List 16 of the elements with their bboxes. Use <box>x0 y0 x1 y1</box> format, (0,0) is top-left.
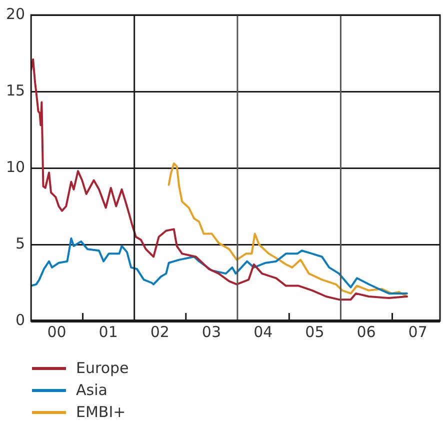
legend-label: EMBI+ <box>76 402 126 423</box>
x-tick-label: 05 <box>305 322 324 341</box>
y-tick-label: 10 <box>6 158 26 176</box>
x-tick-label: 07 <box>408 322 428 341</box>
y-tick-label: 20 <box>6 4 26 23</box>
x-tick-label: 02 <box>150 322 170 341</box>
y-tick-label: 0 <box>16 310 26 329</box>
x-tick-label: 04 <box>254 322 273 341</box>
y-tick-label: 15 <box>6 81 26 100</box>
x-tick-label: 01 <box>98 322 118 341</box>
x-tick-label: 06 <box>356 322 376 341</box>
legend-label: Asia <box>76 380 108 401</box>
x-tick-label: 00 <box>47 322 66 341</box>
y-tick-label: 5 <box>16 234 26 252</box>
x-tick-label: 03 <box>202 322 222 341</box>
legend-label: Europe <box>76 358 129 379</box>
